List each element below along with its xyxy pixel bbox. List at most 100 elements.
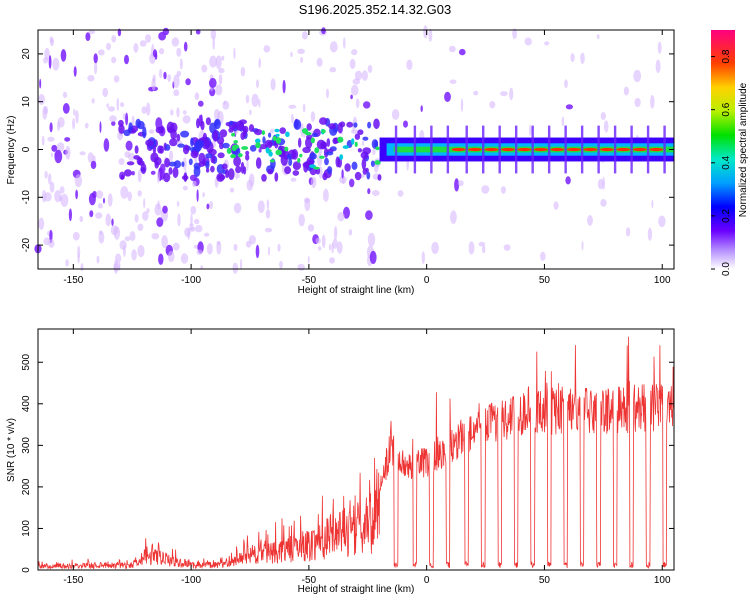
snr-xtick-label: 50 — [539, 575, 551, 586]
spectrogram-noise-blob — [209, 77, 217, 89]
spectrogram-band-blob — [142, 126, 147, 139]
spectrogram-noise-blob — [146, 102, 151, 116]
spectrogram-noise-blob — [146, 208, 150, 214]
spectrogram-noise-blob — [258, 57, 262, 69]
spectrogram-noise-blob — [60, 193, 69, 207]
spectrogram-band-blob — [164, 157, 171, 168]
spectrogram-noise-blob — [372, 148, 376, 156]
spectrogram-hot-spot — [313, 166, 320, 170]
signal-peak-segment — [484, 147, 499, 152]
spectrogram-noise-blob — [209, 55, 218, 68]
spectrogram-noise-blob — [158, 253, 164, 265]
spectrogram-hot-spot — [274, 128, 280, 133]
spectrogram-noise-blob — [137, 245, 145, 258]
spectrogram-noise-blob — [597, 178, 604, 190]
spectrogram-noise-blob — [111, 56, 117, 64]
spectrogram-band-blob — [152, 145, 157, 154]
spectrogram-hot-spot — [284, 146, 289, 152]
spectrogram-band-blob — [221, 163, 228, 170]
spectrogram-noise-blob — [203, 232, 210, 237]
snr-xtick-label: -100 — [181, 575, 201, 586]
colorbar-tick-label: 0.2 — [721, 209, 732, 223]
spectrogram-noise-blob — [300, 56, 304, 64]
spectrogram-band-blob — [261, 174, 267, 182]
spectrogram-hot-spot — [354, 141, 358, 147]
spectrogram-noise-blob — [580, 52, 585, 64]
spectrogram-band-blob — [325, 151, 334, 156]
spectrogram-band-blob — [267, 169, 274, 175]
spectrogram-noise-blob — [482, 245, 486, 254]
spectrogram-noise-blob — [237, 173, 240, 179]
spectrogram-band-blob — [354, 171, 362, 181]
snr-xlabel: Height of straight line (km) — [298, 584, 415, 595]
spectrogram-noise-blob — [106, 42, 111, 51]
spectrogram-noise-blob — [57, 121, 61, 131]
spectrogram-noise-blob — [152, 49, 158, 58]
spectrogram-noise-blob — [62, 103, 70, 114]
spectrogram-band-blob — [134, 145, 139, 154]
spectrogram-noise-blob — [354, 70, 363, 81]
spectrogram-noise-blob — [182, 185, 188, 191]
spectrogram-noise-blob — [328, 243, 332, 251]
spectrogram-noise-blob — [565, 104, 574, 110]
spectrogram-band-blob — [202, 158, 207, 167]
spectrogram-noise-blob — [44, 170, 48, 179]
spectrogram-noise-blob — [349, 178, 355, 188]
spectrogram-noise-blob — [304, 198, 311, 212]
spectrogram-noise-blob — [41, 190, 47, 203]
spectrogram-noise-blob — [75, 110, 79, 124]
snr-ylabel: SNR (10 * v/v) — [6, 418, 17, 482]
snr-xtick-label: -150 — [63, 575, 83, 586]
spectrogram-noise-blob — [329, 67, 337, 73]
spectrogram-noise-blob — [49, 36, 54, 43]
spectrogram-noise-blob — [190, 213, 193, 226]
spectrogram-noise-blob — [148, 129, 154, 134]
spectrogram-band-blob — [205, 117, 211, 126]
spectrogram-band-blob — [361, 158, 367, 170]
spectrogram-band-blob — [248, 124, 255, 132]
spectrogram-band-blob — [344, 163, 351, 172]
spectrogram-noise-blob — [634, 97, 641, 108]
spectrogram-band-blob — [367, 121, 372, 129]
spectrogram-noise-blob — [209, 201, 213, 210]
spectrogram-ytick-label: -10 — [21, 190, 32, 205]
spectrogram-band-blob — [137, 120, 145, 130]
spectrogram-noise-blob — [137, 223, 144, 231]
spectrogram-band-blob — [306, 123, 312, 131]
spectrogram-band-blob — [337, 122, 343, 134]
signal-peak-segment — [451, 147, 466, 152]
spectrogram-noise-blob — [125, 140, 133, 151]
spectrogram-noise-blob — [509, 87, 514, 101]
signal-dropout-spike — [547, 125, 551, 174]
colorbar-tick-label: 0.0 — [721, 262, 732, 276]
spectrogram-noise-blob — [529, 124, 532, 137]
spectrogram-ytick-label: -20 — [21, 237, 32, 252]
spectrogram-noise-blob — [256, 79, 259, 89]
spectrogram-noise-blob — [65, 145, 71, 160]
spectrogram-noise-blob — [168, 150, 174, 162]
spectrogram-noise-blob — [544, 41, 550, 46]
spectrogram-hot-spot — [319, 155, 325, 159]
spectrogram-band-blob — [288, 158, 293, 167]
spectrogram-noise-blob — [553, 201, 559, 210]
spectrogram-band-blob — [360, 151, 369, 159]
spectrogram-noise-blob — [248, 235, 256, 245]
spectrogram-noise-blob — [96, 255, 100, 264]
spectrogram-noise-blob — [291, 113, 294, 124]
spectrogram-xtick-label: -50 — [302, 275, 317, 286]
spectrogram-noise-blob — [198, 100, 204, 107]
spectrogram-hot-spot — [351, 138, 355, 145]
spectrogram-band-blob — [182, 144, 190, 155]
spectrogram-noise-blob — [218, 67, 225, 74]
spectrogram-band-blob — [217, 174, 226, 181]
spectrogram-band-blob — [362, 168, 368, 175]
signal-peak-segment — [517, 147, 532, 152]
spectrogram-band-blob — [154, 156, 162, 166]
spectrogram-band-blob — [371, 139, 379, 149]
spectrogram-band-blob — [167, 127, 172, 133]
spectrogram-hot-spot — [231, 132, 236, 137]
spectrogram-noise-blob — [90, 160, 97, 170]
spectrogram-noise-blob — [512, 28, 517, 40]
spectrogram-noise-blob — [213, 108, 220, 121]
spectrogram-noise-blob — [431, 241, 439, 254]
